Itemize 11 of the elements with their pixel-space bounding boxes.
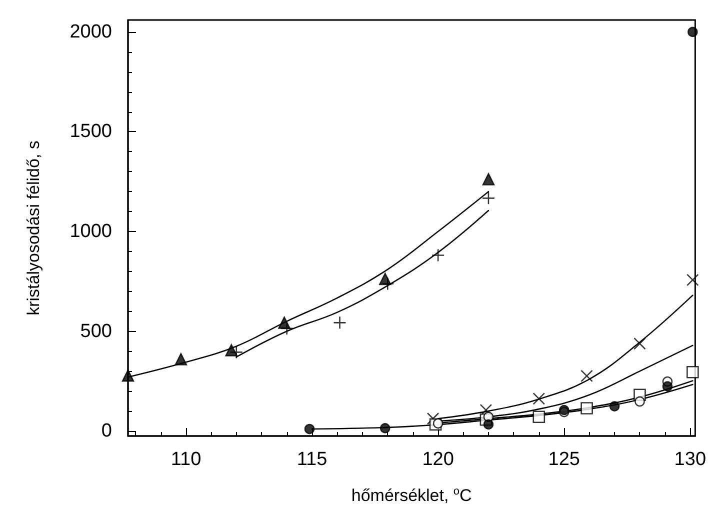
x-tick-label: 130 [674, 449, 706, 470]
y-tick-label: 2000 [70, 21, 112, 42]
y-axis-title: kristályosodási félidő, s [24, 140, 43, 316]
y-tick-label: 500 [80, 320, 112, 342]
y-tick-label: 1500 [70, 121, 112, 142]
x-tick-label: 120 [422, 449, 454, 470]
y-tick-label: 1000 [70, 220, 112, 242]
y-tick-label: 0 [101, 420, 112, 442]
x-tick-label: 110 [170, 449, 202, 470]
x-tick-label: 125 [548, 449, 580, 470]
x-tick-label: 115 [296, 449, 328, 470]
